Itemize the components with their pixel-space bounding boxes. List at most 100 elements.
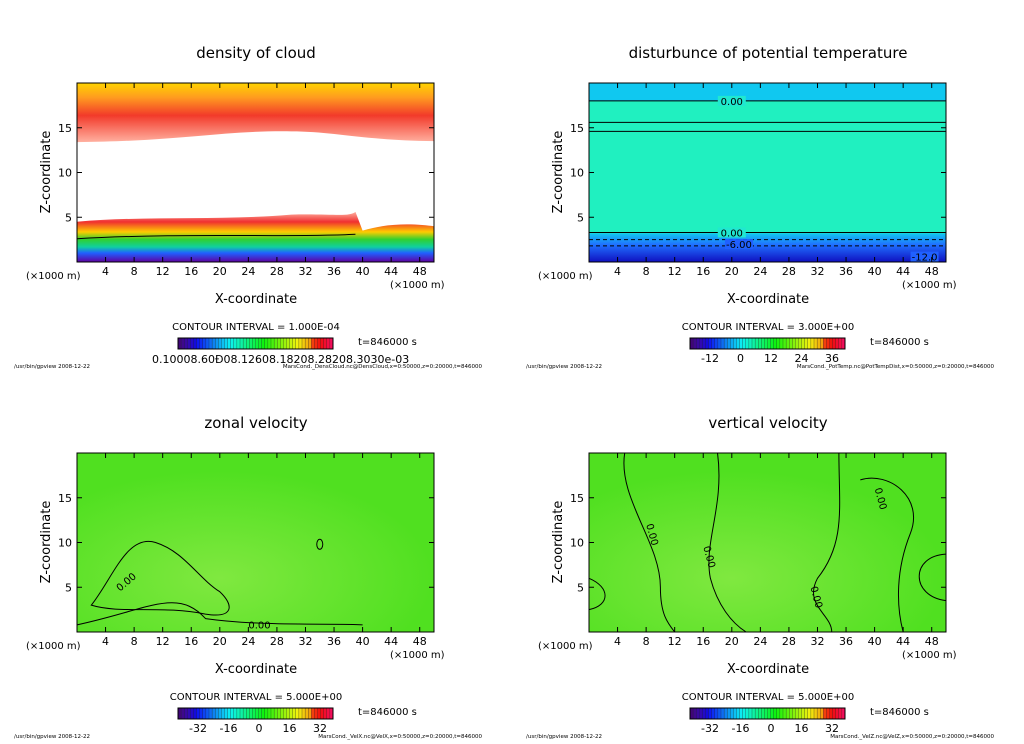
colorbar-cell (792, 337, 796, 350)
y-tick-label: 5 (65, 211, 72, 224)
colorbar-cell (801, 337, 806, 350)
x-unit-label: (×1000 m) (390, 650, 445, 661)
colorbar-cell (745, 707, 750, 720)
colorbar-cell (252, 337, 256, 350)
x-tick-label: 24 (753, 265, 767, 278)
colorbar-cell (835, 707, 840, 720)
colorbar-cell (295, 337, 300, 350)
x-tick-label: 16 (184, 635, 198, 648)
colorbar-cell (199, 707, 204, 720)
contour-label: 0.00 (248, 620, 270, 631)
colorbar-tick-label: 0 (737, 352, 744, 365)
colorbar-cell (764, 337, 768, 350)
x-tick-label: 20 (725, 635, 739, 648)
colorbar-cell (705, 707, 710, 720)
x-axis-label: X-coordinate (215, 662, 297, 677)
colorbar-tick-label: 32 (825, 722, 839, 735)
colorbar-cell (224, 707, 229, 720)
x-tick-label: 20 (725, 265, 739, 278)
contour-line (860, 477, 914, 633)
colorbar-tick-label: 0.10008.60Ð08.12608.18208.28208.3030e-03 (152, 353, 409, 366)
x-tick-label: 44 (384, 265, 398, 278)
x-tick-label: 8 (643, 635, 650, 648)
colorbar-cell (208, 707, 213, 720)
x-tick-label: 32 (810, 635, 824, 648)
footer-left: /usr/bin/gpview 2008-12-22 (526, 734, 602, 740)
colorbar-cell (699, 337, 703, 350)
colorbar-cell (205, 337, 210, 350)
colorbar-cell (218, 337, 222, 350)
x-unit-label: (×1000 m) (538, 641, 593, 652)
colorbar-cell (280, 337, 284, 350)
colorbar-cell (785, 337, 790, 350)
colorbar-cell (304, 707, 309, 720)
colorbar-cell (720, 337, 725, 350)
colorbar-cell (242, 337, 247, 350)
colorbar-cell (273, 337, 278, 350)
colorbar-cell (184, 707, 188, 720)
x-tick-label: 24 (241, 265, 255, 278)
x-tick-label: 12 (668, 265, 682, 278)
colorbar-cell (314, 337, 318, 350)
colorbar-cell (308, 707, 312, 720)
contour-line (623, 452, 676, 633)
colorbar-cell (249, 707, 253, 720)
panel-density-of-cloud: density of cloud 4 8 12 16 20 24 28 32 36 40 44 48 5 1… (0, 0, 512, 370)
x-tick-label: 28 (270, 265, 284, 278)
x-tick-label: 28 (270, 635, 284, 648)
colorbar-cell (215, 707, 219, 720)
x-tick-label: 28 (782, 265, 796, 278)
colorbar-cell (785, 707, 790, 720)
x-tick-label: 20 (213, 635, 227, 648)
colorbar-frame (177, 337, 334, 350)
colorbar-cell (730, 707, 734, 720)
x-tick-label: 44 (384, 635, 398, 648)
colorbar-cell (177, 707, 182, 720)
plot-fill: 0.000.00 (76, 453, 434, 632)
panel-zonal-velocity: 0.00 0.00 zonal velocity 4 8 12 16 20 24 28 32 36 40… (0, 370, 512, 740)
colorbar-cell (180, 337, 185, 350)
x-tick-label: 24 (753, 635, 767, 648)
colorbar-cell (320, 337, 325, 350)
upper-band (589, 83, 946, 101)
x-tick-label: 44 (896, 635, 910, 648)
chart-title: density of cloud (196, 44, 316, 62)
colorbar-cell (720, 707, 725, 720)
contour-line (918, 553, 947, 602)
footer-left: /usr/bin/gpview 2008-12-22 (14, 364, 90, 370)
colorbar (689, 337, 846, 350)
colorbar-cell (696, 337, 700, 350)
colorbar-cell (239, 707, 244, 720)
colorbar-cell (317, 337, 322, 350)
cloud-upper-layer (77, 83, 434, 143)
plot-fill (76, 83, 434, 262)
y-tick-label: 10 (570, 537, 584, 550)
colorbar-cell (215, 337, 219, 350)
background (77, 453, 434, 632)
colorbar-cell (295, 707, 300, 720)
colorbar-tick-label: 16 (795, 722, 809, 735)
colorbar-cell (311, 707, 315, 720)
colorbar-cell (826, 707, 830, 720)
colorbar-cell (208, 337, 213, 350)
colorbar-cell (258, 707, 263, 720)
x-tick-label: 4 (614, 635, 621, 648)
x-unit-label: (×1000 m) (26, 641, 81, 652)
colorbar-cell (239, 337, 244, 350)
colorbar-cell (764, 707, 768, 720)
colorbar-cell (751, 337, 756, 350)
colorbar-cell (717, 707, 722, 720)
colorbar-tick-label: 32 (313, 722, 327, 735)
colorbar-cell (689, 707, 694, 720)
colorbar-cell (748, 337, 753, 350)
colorbar-cell (264, 707, 269, 720)
colorbar-cell (770, 337, 775, 350)
x-tick-label: 40 (356, 635, 370, 648)
colorbar-cell (798, 707, 803, 720)
colorbar-cell (770, 707, 775, 720)
lower-band (589, 233, 946, 262)
colorbar-cell (202, 337, 207, 350)
y-tick-label: 5 (65, 581, 72, 594)
